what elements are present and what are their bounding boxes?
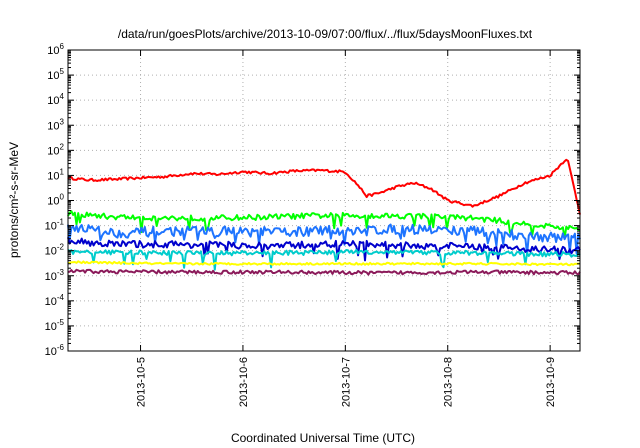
x-tick-label: 2013-10-7: [340, 357, 352, 407]
y-tick-label: 10-5: [45, 318, 65, 333]
y-tick-label: 10-1: [45, 218, 65, 233]
y-tick-label: 10-4: [45, 293, 65, 308]
series-line-2: [67, 210, 581, 240]
x-tick-label: 2013-10-6: [238, 357, 250, 407]
chart-title: /data/run/goesPlots/archive/2013-10-09/0…: [118, 27, 533, 41]
y-tick-label: 10-2: [45, 243, 65, 258]
grid-lines: [68, 50, 580, 351]
y-tick-label: 101: [47, 167, 64, 182]
y-tick-label: 10-3: [45, 268, 65, 283]
series-line-1: [67, 158, 581, 215]
x-tick-label: 2013-10-9: [545, 357, 557, 407]
series-line-3: [67, 223, 581, 255]
y-tick-label: 105: [47, 67, 64, 82]
y-axis: 10-6 10-5 10-4 10-3 10-2 10-1 100 101 102 103 104 1…: [45, 42, 580, 358]
y-tick-label: 104: [47, 92, 64, 107]
y-axis-label: protons/cm²-s-sr-MeV: [7, 142, 21, 258]
x-tick-label: 2013-10-8: [443, 357, 455, 407]
series-line-4: [67, 237, 581, 262]
series-layer: [67, 158, 581, 276]
x-axis-label: Coordinated Universal Time (UTC): [231, 431, 415, 445]
series-line-6: [67, 260, 581, 267]
series-line-7: [67, 268, 581, 276]
y-tick-label: 106: [47, 42, 64, 57]
y-tick-label: 102: [47, 142, 64, 157]
x-tick-label: 2013-10-5: [136, 357, 148, 407]
y-tick-label: 100: [47, 193, 64, 208]
series-line-5: [67, 248, 581, 271]
y-tick-label: 103: [47, 117, 64, 132]
y-tick-label: 10-6: [45, 343, 65, 358]
x-axis: 2013-10-5 2013-10-6 2013-10-7 2013-10-8 2013…: [136, 50, 557, 407]
